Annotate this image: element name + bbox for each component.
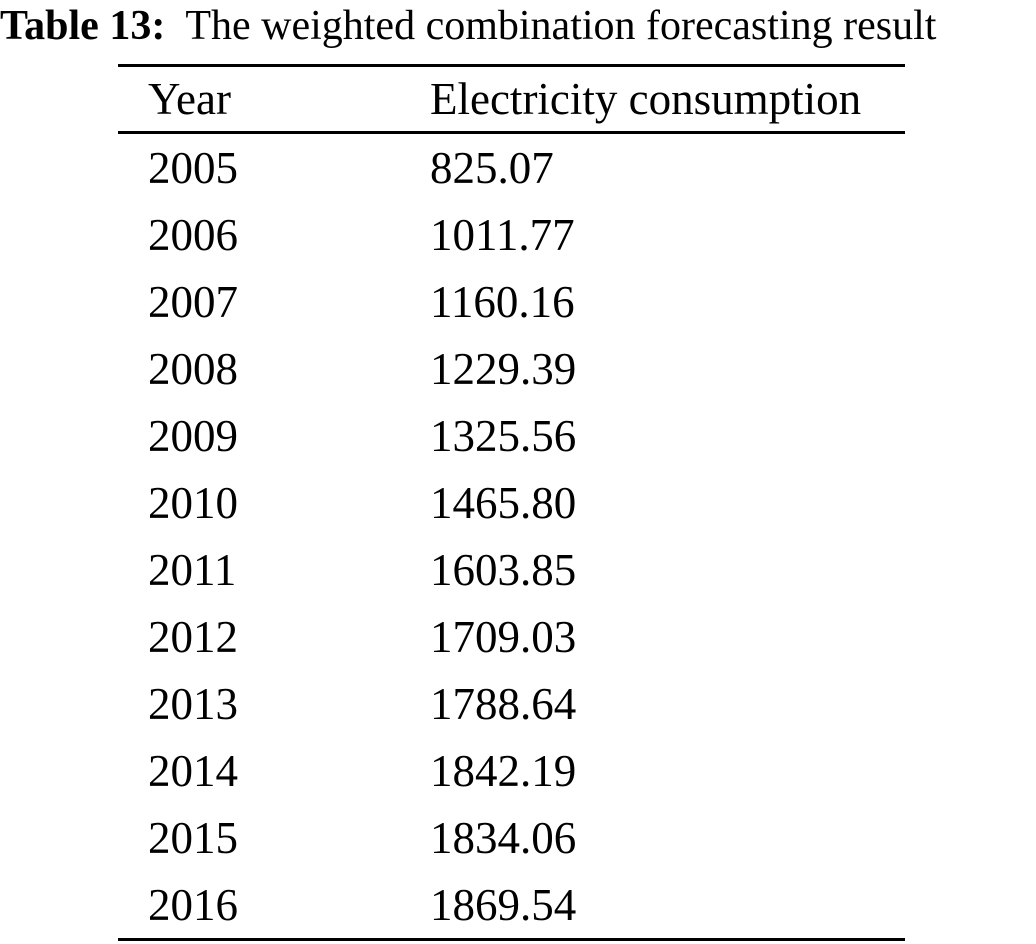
year-cell: 2010 — [148, 477, 238, 528]
year-cell: 2014 — [148, 745, 238, 796]
table-row: 2008 1229.39 — [118, 335, 905, 402]
year-cell: 2008 — [148, 343, 238, 394]
table-row: 2009 1325.56 — [118, 402, 905, 469]
value-cell: 1229.39 — [430, 343, 577, 394]
value-cell: 1160.16 — [430, 276, 575, 327]
table-body: 2005 825.07 2006 1011.77 2007 1160.16 20… — [118, 133, 905, 940]
year-cell: 2016 — [148, 879, 238, 930]
table-row: 2010 1465.80 — [118, 469, 905, 536]
year-cell: 2005 — [148, 142, 238, 193]
year-cell: 2007 — [148, 276, 238, 327]
year-cell: 2006 — [148, 209, 238, 260]
table-row: 2015 1834.06 — [118, 804, 905, 871]
table-header: Year Electricity consumption — [118, 66, 905, 133]
table-row: 2013 1788.64 — [118, 670, 905, 737]
table-row: 2011 1603.85 — [118, 536, 905, 603]
value-cell: 1842.19 — [430, 745, 577, 796]
year-cell: 2009 — [148, 410, 238, 461]
table-row: 2005 825.07 — [118, 133, 905, 202]
value-cell: 1603.85 — [430, 544, 577, 595]
table-caption-text: The weighted combination forecasting res… — [185, 3, 937, 49]
value-cell: 1788.64 — [430, 678, 577, 729]
column-header-year: Year — [148, 74, 231, 125]
table-row: 2014 1842.19 — [118, 737, 905, 804]
value-cell: 1709.03 — [430, 611, 577, 662]
year-cell: 2011 — [148, 544, 237, 595]
data-table: Year Electricity consumption 2005 825.07… — [118, 64, 905, 942]
header-row: Year Electricity consumption — [118, 66, 905, 133]
table-row: 2016 1869.54 — [118, 871, 905, 940]
value-cell: 825.07 — [430, 142, 554, 193]
column-header-consumption: Electricity consumption — [430, 74, 862, 125]
table-caption-label: Table 13: — [0, 3, 166, 49]
value-cell: 1325.56 — [430, 410, 577, 461]
value-cell: 1869.54 — [430, 879, 577, 930]
year-cell: 2013 — [148, 678, 238, 729]
year-cell: 2015 — [148, 812, 238, 863]
year-cell: 2012 — [148, 611, 238, 662]
value-cell: 1834.06 — [430, 812, 577, 863]
table-row: 2012 1709.03 — [118, 603, 905, 670]
table-row: 2006 1011.77 — [118, 201, 905, 268]
value-cell: 1465.80 — [430, 477, 577, 528]
table-caption: Table 13: The weighted combination foreca… — [0, 0, 1036, 50]
table-row: 2007 1160.16 — [118, 268, 905, 335]
value-cell: 1011.77 — [430, 209, 575, 260]
